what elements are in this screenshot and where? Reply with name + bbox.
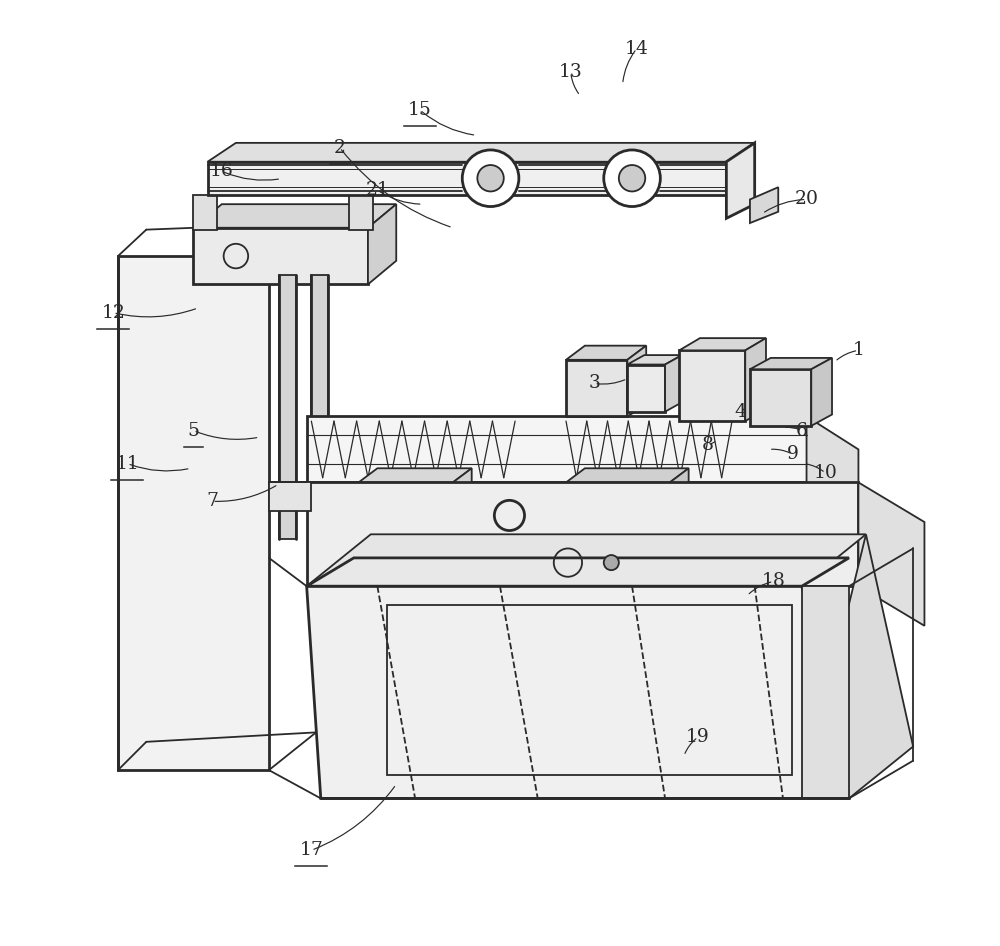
Text: 17: 17 — [299, 841, 323, 859]
Polygon shape — [193, 204, 396, 228]
Circle shape — [604, 555, 619, 570]
Text: 9: 9 — [786, 446, 798, 464]
Polygon shape — [566, 482, 670, 544]
Polygon shape — [665, 355, 682, 412]
Text: 12: 12 — [101, 304, 125, 322]
Polygon shape — [307, 558, 849, 587]
Polygon shape — [670, 468, 689, 544]
Text: 21: 21 — [365, 181, 389, 199]
Polygon shape — [307, 534, 866, 587]
Text: 2: 2 — [334, 138, 346, 157]
Polygon shape — [368, 204, 396, 285]
Polygon shape — [726, 143, 755, 195]
Text: 18: 18 — [762, 572, 785, 590]
Polygon shape — [307, 482, 858, 516]
Polygon shape — [802, 587, 849, 798]
Polygon shape — [679, 350, 745, 421]
Polygon shape — [566, 468, 689, 482]
Text: 10: 10 — [813, 464, 837, 482]
Polygon shape — [208, 162, 726, 195]
Polygon shape — [359, 482, 453, 544]
Polygon shape — [807, 416, 858, 516]
Text: 3: 3 — [588, 375, 600, 393]
Polygon shape — [307, 587, 849, 798]
Polygon shape — [307, 416, 807, 482]
Polygon shape — [349, 195, 373, 230]
Polygon shape — [193, 228, 368, 285]
Text: 8: 8 — [702, 436, 714, 454]
Text: 11: 11 — [116, 455, 139, 473]
Polygon shape — [679, 338, 766, 350]
Polygon shape — [566, 345, 646, 359]
Polygon shape — [750, 369, 811, 426]
Text: 1: 1 — [852, 342, 864, 359]
Polygon shape — [118, 256, 269, 770]
Circle shape — [604, 150, 660, 206]
Polygon shape — [627, 345, 646, 416]
Polygon shape — [750, 187, 778, 223]
Circle shape — [462, 150, 519, 206]
Polygon shape — [802, 534, 913, 798]
Text: 7: 7 — [206, 492, 218, 510]
Text: 20: 20 — [795, 190, 819, 208]
Polygon shape — [750, 358, 832, 369]
Polygon shape — [359, 468, 472, 482]
Text: 15: 15 — [408, 101, 432, 119]
Text: 13: 13 — [559, 63, 583, 81]
Polygon shape — [858, 482, 924, 626]
Polygon shape — [208, 143, 755, 162]
Text: 6: 6 — [796, 422, 808, 440]
Polygon shape — [726, 143, 755, 219]
Text: 5: 5 — [187, 422, 199, 440]
Circle shape — [477, 165, 504, 191]
Text: 14: 14 — [625, 40, 649, 58]
Polygon shape — [279, 275, 296, 539]
Polygon shape — [566, 359, 627, 416]
Polygon shape — [307, 482, 858, 587]
Polygon shape — [811, 358, 832, 426]
Polygon shape — [269, 482, 311, 511]
Polygon shape — [311, 275, 328, 539]
Polygon shape — [453, 468, 472, 544]
Polygon shape — [627, 355, 682, 364]
Text: 16: 16 — [210, 162, 234, 180]
Polygon shape — [745, 338, 766, 421]
Text: 4: 4 — [735, 403, 747, 421]
Text: 19: 19 — [686, 728, 710, 746]
Polygon shape — [627, 364, 665, 412]
Circle shape — [619, 165, 645, 191]
Polygon shape — [193, 195, 217, 230]
